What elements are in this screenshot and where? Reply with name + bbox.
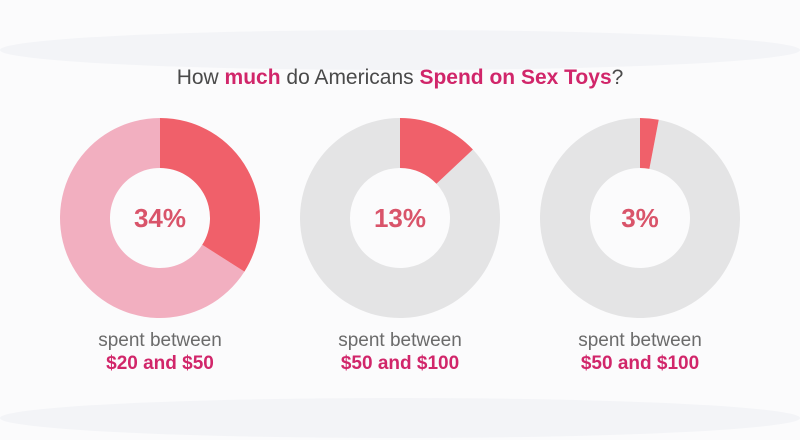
donut-remainder-slice	[299, 118, 500, 318]
caption-text: spent between	[578, 330, 702, 351]
caption-range: $20 and $50	[106, 353, 214, 374]
caption-range: $50 and $100	[580, 353, 700, 374]
background-wave	[0, 398, 800, 438]
chart-title: How much do Americans Spend on Sex Toys?	[0, 66, 800, 90]
title-text: ?	[611, 66, 624, 89]
caption-text: spent between	[98, 330, 222, 351]
donut-value-slice	[160, 118, 260, 272]
caption-text: spent between	[338, 330, 462, 351]
donut-value-slice	[400, 118, 473, 184]
donut-value-slice	[640, 118, 659, 169]
caption-range: $50 and $100	[340, 353, 460, 374]
title-highlight: much	[224, 66, 281, 89]
caption-2: spent between $50 and $100	[280, 330, 520, 375]
title-text: How	[176, 66, 225, 89]
donut-remainder-slice	[59, 118, 245, 318]
title-highlight: Spend on Sex Toys	[419, 66, 612, 89]
background-wave	[0, 30, 800, 70]
donut-percent-label: 3%	[621, 203, 659, 233]
donut-remainder-slice	[539, 118, 740, 318]
caption-3: spent between $50 and $100	[520, 330, 760, 375]
donut-percent-label: 13%	[374, 203, 426, 233]
donut-percent-label: 34%	[134, 203, 186, 233]
caption-1: spent between $20 and $50	[40, 330, 280, 375]
title-text: do Americans	[280, 66, 420, 89]
